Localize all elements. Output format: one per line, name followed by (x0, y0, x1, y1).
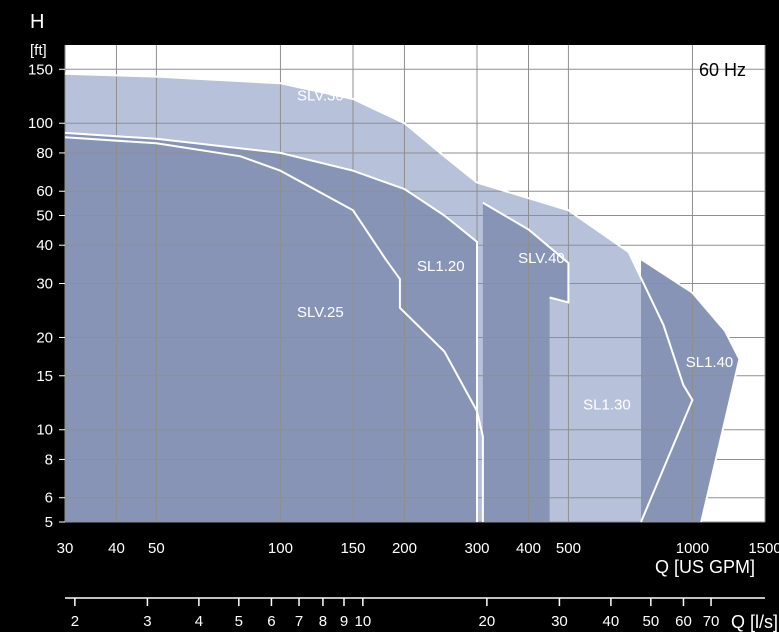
x-tick-label: 500 (556, 540, 581, 557)
region-sl1-40 (641, 259, 740, 522)
x2-axis-label: Q [l/s] (731, 612, 778, 632)
y-tick-label: 80 (36, 145, 53, 162)
curve-labels: SLV.30 SLV.25 SL1.20 SLV.40 SL1.30 SL1.40 (297, 88, 733, 414)
curve-label: SL1.20 (417, 258, 465, 275)
x2-tick-label: 60 (675, 613, 692, 630)
x-tick-label: 40 (108, 540, 125, 557)
y-tick-label: 8 (45, 451, 53, 468)
curve-label: SL1.40 (686, 354, 734, 371)
y-axis-unit: [ft] (30, 42, 47, 59)
y-tick-label: 5 (45, 514, 53, 531)
x2-tick-label: 70 (703, 613, 720, 630)
y-tick-label: 6 (45, 490, 53, 507)
x2-tick-label: 5 (235, 613, 243, 630)
x-tick-label: 400 (516, 540, 541, 557)
y-tick-label: 15 (36, 368, 53, 385)
curve-lines (64, 72, 741, 523)
y-tick-label: 20 (36, 329, 53, 346)
region-sl1-20 (65, 132, 477, 522)
x-tick-label: 1500 (748, 540, 779, 557)
x-tick-label: 150 (340, 540, 365, 557)
y-tick-label: 60 (36, 183, 53, 200)
curve-sl1-20 (64, 131, 478, 522)
x2-tick-label: 4 (195, 613, 203, 630)
y-axis-label: H (30, 11, 44, 33)
x-tick-labels: 30 40 50 100 150 200 300 400 500 1000 1500 (57, 540, 779, 557)
x-tick-label: 30 (57, 540, 74, 557)
y-tick-label: 30 (36, 276, 53, 293)
x2-tick-label: 3 (143, 613, 151, 630)
x2-tick-label: 10 (355, 613, 372, 630)
curve-regions (65, 73, 740, 523)
y-tick-label: 150 (28, 61, 53, 78)
x2-tick-label: 50 (642, 613, 659, 630)
x2-tick-label: 2 (71, 613, 79, 630)
x2-tick-label: 7 (295, 613, 303, 630)
x2-tick-label: 20 (479, 613, 496, 630)
x-tick-label: 200 (392, 540, 417, 557)
y-tick-label: 40 (36, 237, 53, 254)
x-axis-label: Q [US GPM] (655, 557, 755, 577)
curve-sl1-40 (640, 258, 741, 523)
curve-label: SLV.40 (518, 250, 565, 267)
curve-label: SL1.30 (583, 396, 631, 413)
region-slv-40 (482, 202, 569, 523)
y-tick-label: 10 (36, 422, 53, 439)
x2-tick-label: 40 (603, 613, 620, 630)
curve-sl1-30 (476, 181, 694, 523)
curve-slv-40 (482, 201, 570, 304)
x2-tick-label: 9 (340, 613, 348, 630)
x-tick-label: 1000 (676, 540, 709, 557)
frequency-label: 60 Hz (699, 60, 746, 80)
x2-tick-labels: 2 3 4 5 6 7 8 9 10 20 30 40 50 60 70 (65, 597, 765, 630)
x-tick-label: 50 (148, 540, 165, 557)
curve-label: SLV.25 (297, 304, 344, 321)
y-tick-label: 100 (28, 115, 53, 132)
curve-slv-30 (64, 72, 478, 184)
x-tick-label: 300 (464, 540, 489, 557)
y-tick-labels: 5 6 8 10 15 20 30 40 50 60 80 100 150 (28, 61, 65, 531)
y-tick-label: 50 (36, 208, 53, 225)
x2-tick-label: 6 (267, 613, 275, 630)
curve-label: SLV.30 (297, 88, 344, 105)
x2-tick-label: 8 (319, 613, 327, 630)
x2-tick-label: 30 (551, 613, 568, 630)
x-tick-label: 100 (268, 540, 293, 557)
